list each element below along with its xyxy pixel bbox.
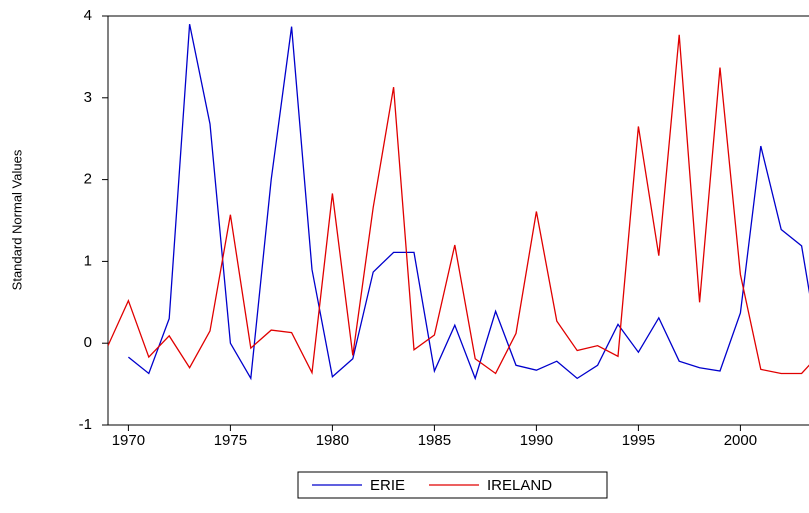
plot-frame <box>107 15 809 426</box>
x-tick-label: 2000 <box>724 432 757 449</box>
y-tick-label: 1 <box>84 252 92 269</box>
x-tick-label: 1985 <box>418 432 451 449</box>
plot-area <box>108 24 809 381</box>
legend-label: IRELAND <box>487 477 552 494</box>
x-tick-label: 1995 <box>622 432 655 449</box>
y-tick-label: 4 <box>84 7 92 24</box>
x-tick-label: 1980 <box>316 432 349 449</box>
x-tick-label: 1970 <box>112 432 145 449</box>
y-axis-label: Standard Normal Values <box>9 149 24 290</box>
y-tick-label: 3 <box>84 89 92 106</box>
series-line <box>127 24 809 381</box>
y-tick-label: 0 <box>84 334 92 351</box>
legend-label: ERIE <box>370 477 405 494</box>
x-tick-label: 1975 <box>214 432 247 449</box>
x-tick-label: 1990 <box>520 432 553 449</box>
y-tick-label: 2 <box>84 171 92 188</box>
series-line <box>108 34 809 375</box>
y-tick-label: -1 <box>79 416 92 433</box>
